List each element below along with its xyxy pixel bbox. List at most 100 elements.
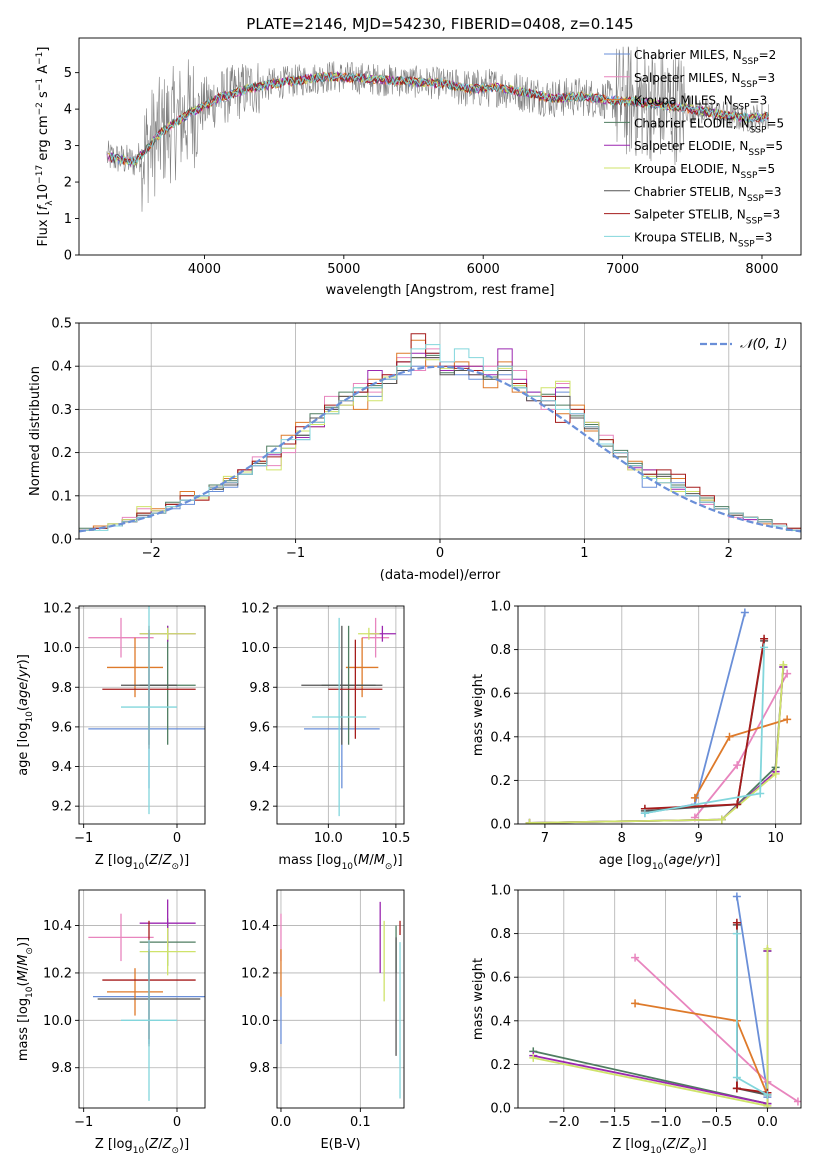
label-part: Z bbox=[666, 1137, 677, 1152]
weight-marker bbox=[733, 800, 742, 809]
axes-frame bbox=[78, 889, 206, 1109]
axes-frame bbox=[517, 605, 802, 825]
y-axis-label: mass [log10(M/M⊙)] bbox=[16, 937, 35, 1061]
label-part: 10 bbox=[133, 1146, 145, 1156]
weight-marker bbox=[732, 1084, 741, 1093]
label-part: Chabrier MILES, bbox=[634, 48, 733, 62]
y-tick-label: 1 bbox=[64, 212, 72, 227]
legend-label: Salpeter STELIB, NSSP=3 bbox=[634, 208, 780, 227]
x-tick-label: −2.0 bbox=[548, 1115, 580, 1130]
x-tick-label: −0.5 bbox=[701, 1115, 733, 1130]
weight-line bbox=[533, 951, 769, 1105]
x-axis-label: Z [log10(Z/Z⊙)] bbox=[95, 1137, 189, 1156]
y-tick-label: 9.2 bbox=[51, 800, 72, 815]
z-age-panel: −1 09.29.49.69.810.010.2Z [log10(Z/Z⊙)]ag… bbox=[16, 601, 206, 872]
label-part: N bbox=[732, 71, 741, 85]
label-part: erg cm bbox=[36, 115, 51, 164]
axes-frame bbox=[517, 889, 802, 1109]
label-part: s bbox=[36, 91, 51, 102]
weight-line bbox=[644, 638, 765, 810]
ebv-mass-plot-area bbox=[277, 890, 404, 1108]
label-part: ( bbox=[144, 1137, 149, 1152]
label-part: age [log bbox=[599, 853, 652, 868]
x-tick-label: 6000 bbox=[467, 262, 500, 277]
y-tick-label: 0.6 bbox=[490, 971, 511, 986]
label-part: ( bbox=[16, 706, 31, 711]
legend-label: Chabrier MILES, NSSP=2 bbox=[634, 48, 776, 67]
weight-marker bbox=[732, 929, 741, 938]
x-tick-label: 10.5 bbox=[381, 831, 410, 846]
y-tick-label: 0.4 bbox=[51, 360, 72, 375]
label-part: ] bbox=[36, 47, 51, 52]
weight-marker bbox=[763, 944, 772, 953]
y-tick-label: 0.5 bbox=[51, 317, 72, 332]
label-part: )] bbox=[179, 1137, 189, 1152]
y-axis-label: mass weight bbox=[471, 958, 486, 1040]
label-part: M bbox=[374, 853, 385, 868]
y-tick-label: 0.2 bbox=[51, 446, 72, 461]
label-part: Chabrier STELIB, bbox=[634, 185, 738, 199]
label-part: )] bbox=[179, 853, 189, 868]
label-part: =3 bbox=[750, 94, 768, 108]
x-tick-label: 10.0 bbox=[314, 831, 343, 846]
weight-marker bbox=[760, 634, 769, 643]
label-part: M bbox=[358, 853, 369, 868]
label-part: ( bbox=[663, 853, 668, 868]
weight-marker bbox=[783, 669, 792, 678]
label-part: mass [log bbox=[278, 853, 341, 868]
x-tick-label: 7000 bbox=[606, 262, 639, 277]
label-part: Kroupa ELODIE, bbox=[634, 162, 732, 176]
label-part: =3 bbox=[755, 230, 773, 244]
x-tick-label: −2 bbox=[142, 546, 161, 561]
axes-frame bbox=[276, 605, 405, 825]
x-axis-label: Z [log10(Z/Z⊙)] bbox=[95, 853, 189, 872]
label-part: N bbox=[733, 48, 742, 62]
label-part: Salpeter STELIB, bbox=[634, 208, 737, 222]
label-part: / bbox=[369, 853, 374, 868]
weight-marker bbox=[771, 769, 780, 778]
y-tick-label: 0.6 bbox=[490, 687, 511, 702]
label-part: ( bbox=[16, 981, 31, 986]
label-part: / bbox=[676, 1137, 681, 1152]
weight-line bbox=[644, 612, 746, 814]
label-part: ( bbox=[662, 1137, 667, 1152]
weight-marker bbox=[732, 918, 741, 927]
label-part: SSP bbox=[747, 194, 764, 204]
y-tick-label: 0 bbox=[64, 249, 72, 264]
label-part: SSP bbox=[742, 57, 759, 67]
label-part: SSP bbox=[733, 103, 750, 113]
label-part: Z [log bbox=[95, 853, 133, 868]
weight-line bbox=[529, 664, 785, 824]
weight-marker bbox=[756, 789, 765, 798]
label-part: 10 bbox=[650, 1146, 662, 1156]
y-tick-label: 0.2 bbox=[490, 1058, 511, 1073]
y-tick-label: 0.4 bbox=[490, 730, 511, 745]
weight-marker bbox=[690, 793, 699, 802]
residuals-plot-area bbox=[79, 323, 801, 539]
label-part: N bbox=[738, 185, 747, 199]
label-part: 10 bbox=[36, 184, 51, 201]
histogram-step bbox=[79, 344, 801, 531]
y-tick-label: 2 bbox=[64, 176, 72, 191]
label-part: Z bbox=[679, 1137, 690, 1152]
weight-marker bbox=[733, 761, 742, 770]
model-spectrum-line bbox=[109, 72, 768, 166]
label-part: λ bbox=[45, 200, 55, 206]
label-part: f bbox=[36, 203, 51, 210]
x-tick-label: 5000 bbox=[327, 262, 360, 277]
x-axis-label: mass [log10(M/M⊙)] bbox=[278, 853, 402, 872]
y-tick-label: 10.2 bbox=[241, 966, 270, 981]
ebv-mass-panel: 0.0 0.1 9.8 10.0 10.2 10.4 E(B-V) bbox=[241, 889, 405, 1152]
label-part: ⊙ bbox=[171, 1146, 179, 1156]
label-part: 10 bbox=[25, 986, 35, 998]
label-part: N bbox=[732, 162, 741, 176]
y-tick-label: 1.0 bbox=[490, 884, 511, 899]
x-tick-label: −1.5 bbox=[599, 1115, 631, 1130]
label-part: / bbox=[158, 1137, 163, 1152]
legend-label: Kroupa MILES, NSSP=3 bbox=[634, 94, 767, 113]
label-part: ⊙ bbox=[25, 947, 35, 955]
label-part: SSP bbox=[741, 171, 758, 181]
x-tick-label: 7 bbox=[541, 831, 549, 846]
